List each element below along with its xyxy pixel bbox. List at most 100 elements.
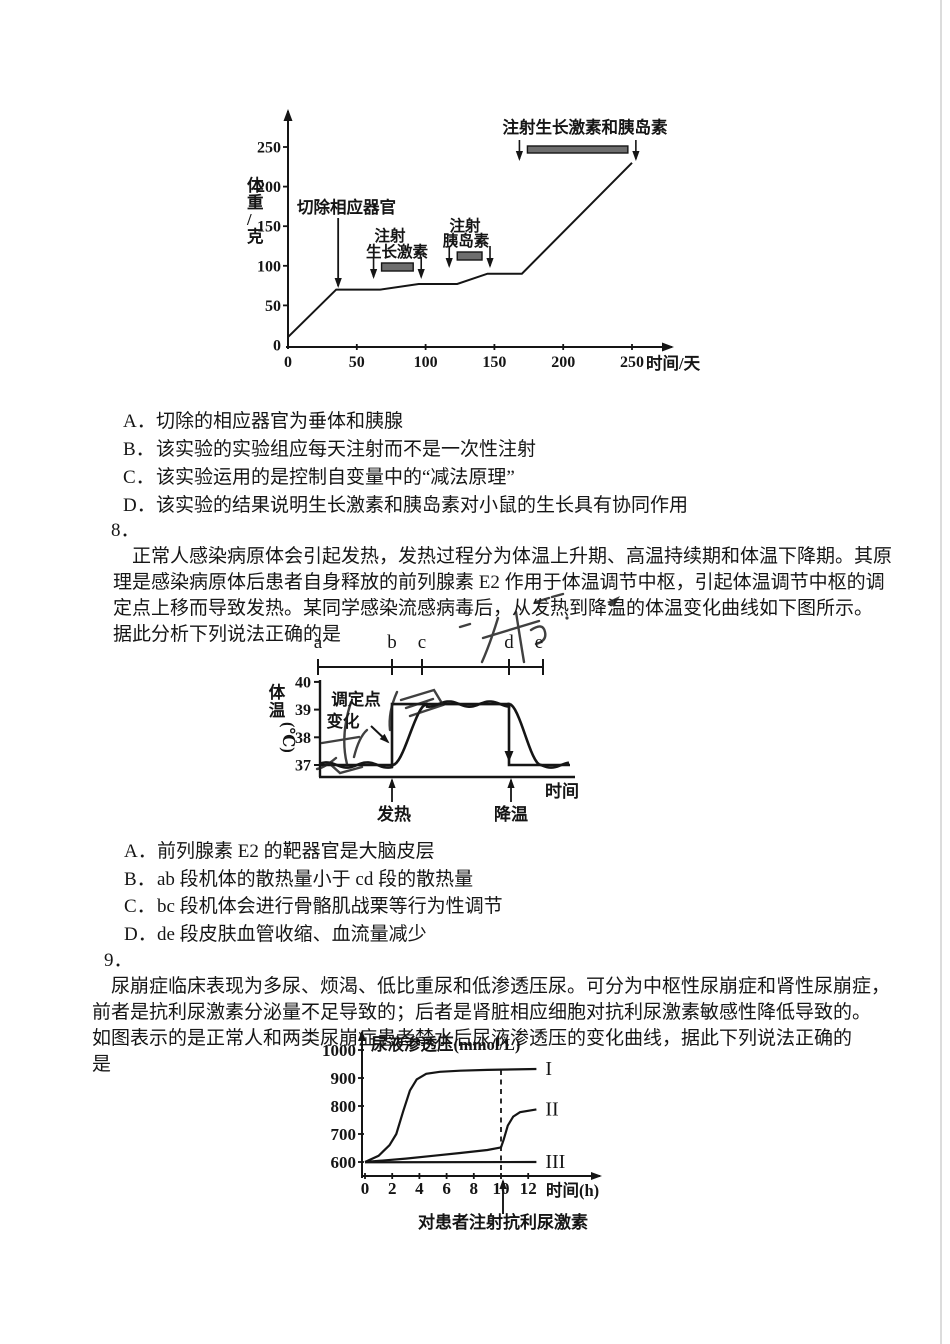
- fig2-ytick: 40: [295, 674, 311, 691]
- fig1-weight-curve: [287, 162, 633, 338]
- fig3-xlabel: 时间(h): [546, 1180, 599, 1200]
- option-text: bc 段机体会进行骨骼肌战栗等行为性调节: [157, 896, 503, 918]
- fig1-ins-bar: [456, 251, 483, 261]
- fig3-injection-label: 对患者注射抗利尿激素: [418, 1212, 588, 1232]
- question-7-options: A．切除的相应器官为垂体和胰腺 B．该实验的实验组应每天注射而不是一次性注射 C…: [123, 408, 688, 520]
- option-b: B．ab 段机体的散热量小于 cd 段的散热量: [124, 866, 503, 894]
- fig1-gh-label: 注射: [374, 226, 406, 245]
- option-c: C．bc 段机体会进行骨骼肌战栗等行为性调节: [124, 893, 503, 921]
- svg-text:生长激素: 生长激素: [366, 242, 429, 261]
- fig3-xtick: 2: [388, 1179, 397, 1198]
- fig1-ytick: 150: [257, 219, 281, 236]
- fig3-curve-label-I: I: [545, 1058, 552, 1080]
- option-label: C．: [124, 896, 156, 918]
- fig2-ylabel: 体: [269, 682, 286, 702]
- option-text: 前列腺素 E2 的靶器官是大脑皮层: [157, 841, 435, 862]
- fig3-xtick: 8: [470, 1179, 479, 1198]
- option-text: de 段皮肤血管收缩、血流量减少: [157, 923, 427, 945]
- fig3-xtick: 12: [520, 1179, 537, 1198]
- fig1-xtick: 0: [284, 354, 292, 371]
- fig3-xtick: 4: [415, 1179, 424, 1198]
- fig3-ytick: 900: [331, 1069, 357, 1088]
- fig3-curve-I: [364, 1067, 537, 1164]
- question-8-stem: 8． 正常人感染病原体会引起发热，发热过程分为体温上升期、高温持续期和体温下降期。…: [111, 518, 893, 674]
- fig1-xtick: 100: [414, 354, 438, 371]
- fig1-both-label: 注射生长激素和胰岛素: [503, 117, 668, 137]
- fig3-curve-II: [364, 1108, 537, 1164]
- fig2-ytick: 37: [295, 758, 311, 775]
- fig2-temperature-curve: [319, 700, 570, 769]
- fig3-axes: 6007008009001000024681012尿液渗透压(mmol/L)时间…: [322, 1030, 602, 1200]
- option-label: A．: [124, 841, 157, 862]
- option-label: A．: [123, 411, 156, 432]
- option-text: 该实验的结果说明生长激素和胰岛素对小鼠的生长具有协同作用: [156, 495, 689, 516]
- fig2-ytick: 39: [295, 702, 311, 719]
- fig1-both-bar: [526, 145, 629, 154]
- svg-text:温: 温: [269, 701, 286, 720]
- svg-text:(℃): (℃): [279, 722, 298, 753]
- fig3-curve-label-III: III: [545, 1151, 565, 1173]
- option-label: B．: [123, 439, 155, 460]
- fig1-xtick: 200: [551, 354, 575, 371]
- fig3-ytick: 600: [331, 1153, 357, 1172]
- fig1-ytick: 0: [273, 338, 281, 355]
- fig2-setpoint-label: 调定点: [331, 689, 381, 709]
- option-label: B．: [124, 868, 156, 890]
- option-label: D．: [124, 923, 157, 945]
- handwriting-scribbles: [315, 592, 620, 775]
- fig2-segment-label: d: [504, 632, 514, 653]
- fig1-ins-label: 注射: [449, 216, 481, 235]
- fig3-ylabel: 尿液渗透压(mmol/L): [371, 1034, 520, 1054]
- fig3-xtick: 6: [442, 1179, 451, 1198]
- option-text: 该实验的实验组应每天注射而不是一次性注射: [156, 439, 537, 460]
- option-text: 该实验运用的是控制自变量中的“减法原理”: [156, 467, 515, 488]
- page-edge-line: [940, 0, 942, 1344]
- question-8-options: A．前列腺素 E2 的靶器官是大脑皮层 B．ab 段机体的散热量小于 cd 段的…: [124, 838, 503, 948]
- question-9-number: 9．: [104, 950, 133, 971]
- fig3-ytick: 800: [331, 1097, 357, 1116]
- option-a: A．切除的相应器官为垂体和胰腺: [123, 408, 688, 436]
- fig2-axes: 37 38 39 40 体温 (℃) 时间: [269, 674, 579, 801]
- option-d: D．该实验的结果说明生长激素和胰岛素对小鼠的生长具有协同作用: [123, 492, 688, 520]
- fig3-annotations: 对患者注射抗利尿激素: [418, 1179, 588, 1232]
- option-b: B．该实验的实验组应每天注射而不是一次性注射: [123, 436, 688, 464]
- svg-text:胰岛素: 胰岛素: [443, 231, 490, 250]
- fig1-xtick: 250: [620, 354, 644, 371]
- fig2-fever-label: 发热: [376, 804, 411, 824]
- fig2-segment-label: c: [418, 632, 426, 653]
- fig3-ytick: 1000: [322, 1041, 356, 1060]
- fig3-xtick: 0: [361, 1179, 370, 1198]
- fig1-ytick: 50: [265, 298, 281, 315]
- fig2-segment-label: a: [314, 632, 323, 653]
- fig1-ylabel: 体重/克: [246, 175, 264, 246]
- option-a: A．前列腺素 E2 的靶器官是大脑皮层: [124, 838, 503, 866]
- fig1-gh-bar: [380, 262, 414, 272]
- figure-urine-osmotic-pressure: 6007008009001000024681012尿液渗透压(mmol/L)时间…: [322, 1030, 602, 1232]
- option-c: C．该实验运用的是控制自变量中的“减法原理”: [123, 464, 688, 492]
- svg-text:变化: 变化: [327, 711, 361, 731]
- fig1-excise-label: 切除相应器官: [297, 197, 396, 217]
- option-text: 切除的相应器官为垂体和胰腺: [156, 411, 404, 432]
- fig2-xlabel: 时间: [545, 781, 579, 801]
- option-label: D．: [123, 495, 156, 516]
- fig3-ytick: 700: [331, 1125, 357, 1144]
- question-9-text: 尿崩症临床表现为多尿、烦渴、低比重尿和低渗透压尿。可分为中枢性尿崩症和肾性尿崩症…: [92, 976, 891, 1075]
- fig2-segment-label: b: [387, 632, 397, 653]
- fig2-cool-label: 降温: [494, 804, 528, 824]
- fig1-ytick: 100: [257, 258, 281, 275]
- fig1-xtick: 50: [349, 354, 365, 371]
- option-d: D．de 段皮肤血管收缩、血流量减少: [124, 921, 503, 949]
- question-8-number: 8．: [111, 520, 140, 541]
- fig1-xtick: 150: [482, 354, 506, 371]
- fig1-xlabel: 时间/天: [646, 353, 701, 373]
- question-8-text: 正常人感染病原体会引起发热，发热过程分为体温上升期、高温持续期和体温下降期。其原…: [113, 546, 893, 645]
- fig2-setpoint-drop-arrowhead: [504, 751, 514, 762]
- option-text: ab 段机体的散热量小于 cd 段的散热量: [157, 868, 474, 890]
